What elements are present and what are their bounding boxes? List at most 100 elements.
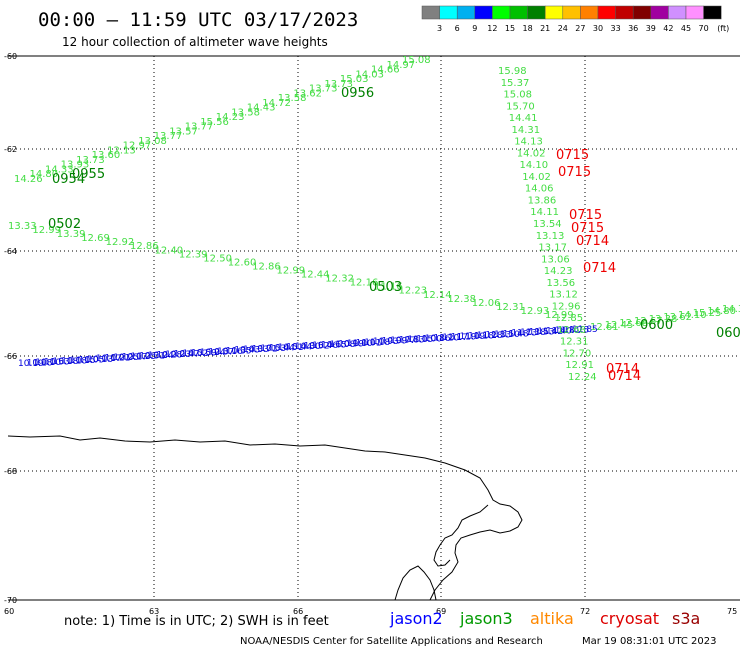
swh-value: 10.19 xyxy=(18,359,44,369)
swh-value: 10.65 xyxy=(321,340,347,350)
swh-value: 10.16 xyxy=(217,347,243,357)
track-d-values: 15.9815.3715.0815.7014.4114.3114.1314.02… xyxy=(498,66,597,383)
swh-value: 10.30 xyxy=(295,342,321,352)
swh-value: 10.13 xyxy=(87,355,113,365)
swh-value: 12.16 xyxy=(350,278,379,289)
colorbar-swatch xyxy=(474,5,493,20)
lat-label: -70 xyxy=(4,596,17,605)
legend-s3a: s3a xyxy=(672,609,700,628)
legend-altika: altika xyxy=(530,609,574,628)
swh-value: 10.31 xyxy=(139,352,165,362)
swh-value: 10.52 xyxy=(183,349,209,359)
swh-value: 14.03 xyxy=(355,69,384,80)
swh-value: 10.51 xyxy=(278,343,304,353)
track-a-values: 15.0814.9714.6614.0315.0313.7313.7313.62… xyxy=(14,55,431,185)
colorbar-label: 27 xyxy=(575,24,585,33)
swh-value: 10.59 xyxy=(191,348,217,358)
colorbar-label: 12 xyxy=(487,24,497,33)
swh-value: 12.39 xyxy=(179,249,208,260)
swh-value: 12.70 xyxy=(563,349,592,360)
footer-credit: NOAA/NESDIS Center for Satellite Applica… xyxy=(240,636,543,647)
colorbar-swatch xyxy=(421,5,440,20)
swh-value: 11.01 xyxy=(356,338,382,348)
legend-jason2: jason2 xyxy=(389,609,443,628)
swh-value: 14.66 xyxy=(371,65,400,76)
swh-value: 12.68 xyxy=(619,318,648,329)
colorbar-swatch xyxy=(632,5,652,20)
swh-value: 14.23 xyxy=(216,112,245,123)
swh-value: 10.17 xyxy=(122,353,148,363)
swh-value: 14.80 xyxy=(30,169,59,180)
swh-value: 14.13 xyxy=(514,137,543,148)
colorbar-swatch xyxy=(685,5,704,20)
swh-value: 10.15 xyxy=(70,356,96,366)
track-c-values: 12.6112.4512.6812.6713.3813.6214.1015.25… xyxy=(590,304,740,333)
track-b-values: 13.3312.9913.3912.6912.9212.8612.4012.39… xyxy=(8,221,574,321)
swh-value: 10.83 xyxy=(399,336,425,346)
swh-value: 15.25 xyxy=(693,308,722,319)
swh-value: 10.21 xyxy=(105,354,131,364)
lat-label: -64 xyxy=(4,247,17,256)
legend-jason3: jason3 xyxy=(459,609,513,628)
lat-label: -68 xyxy=(4,467,17,476)
swh-value: 11.40 xyxy=(546,327,572,337)
colorbar-label: 33 xyxy=(611,24,621,33)
swh-value: 12.24 xyxy=(568,372,597,383)
colorbar-swatch xyxy=(544,5,564,20)
footer-timestamp: Mar 19 08:31:01 UTC 2023 xyxy=(582,636,717,647)
pass-time-label: 0714 xyxy=(606,362,639,377)
swh-value: 11.42 xyxy=(537,327,563,337)
satellite-legend: jason2 jason3 altika cryosat s3a xyxy=(389,609,700,628)
swh-value: 10.99 xyxy=(382,337,408,347)
colorbar-label: 15 xyxy=(505,24,515,33)
swh-value: 11.50 xyxy=(494,330,520,340)
swh-value: 13.73 xyxy=(76,155,105,166)
swh-value: 10.44 xyxy=(269,344,295,354)
lat-label: -60 xyxy=(4,52,17,61)
swh-value: 13.06 xyxy=(541,254,570,265)
swh-value: 13.12 xyxy=(549,290,578,301)
swh-value: 10.17 xyxy=(96,354,122,364)
swh-value: 13.77 xyxy=(185,122,214,133)
swh-value: 12.60 xyxy=(228,257,257,268)
swh-value: 10.28 xyxy=(157,351,183,361)
swh-value: 12.91 xyxy=(565,360,594,371)
swh-value: 13.54 xyxy=(533,219,562,230)
colorbar-label: 42 xyxy=(663,24,673,33)
swh-value: 12.31 xyxy=(560,337,589,348)
colorbar-label: 70 xyxy=(699,24,709,33)
swh-value: 10.44 xyxy=(286,343,312,353)
swh-value: 14.43 xyxy=(247,103,276,114)
swh-value: 12.06 xyxy=(472,298,501,309)
swh-value: 11.53 xyxy=(529,328,555,338)
swh-value: 12.97 xyxy=(123,141,152,152)
pass-time-label: 0715 xyxy=(571,221,604,236)
swh-value: 12.13 xyxy=(107,145,136,156)
coastline xyxy=(7,435,523,601)
swh-value: 10.25 xyxy=(113,353,139,363)
pass-time-label: 060 xyxy=(716,326,740,341)
swh-value: 11.85 xyxy=(572,325,598,335)
swh-value: 14.33 xyxy=(45,165,74,176)
swh-value: 13.38 xyxy=(649,314,678,325)
swh-value: 12.85 xyxy=(555,313,584,324)
colorbar-swatch xyxy=(527,5,546,20)
lat-label: -62 xyxy=(4,145,17,154)
swh-value: 10.33 xyxy=(243,345,269,355)
swh-value: 13.73 xyxy=(309,84,338,95)
pass-time-label: 0714 xyxy=(608,369,641,384)
swh-value: 13.39 xyxy=(57,229,86,240)
swh-value: 13.93 xyxy=(61,160,90,171)
colorbar-label: 36 xyxy=(628,24,638,33)
swh-value: 13.58 xyxy=(278,93,307,104)
swh-value: 11.28 xyxy=(477,331,503,341)
colorbar-swatch xyxy=(492,5,511,20)
swh-value: 11.17 xyxy=(442,333,468,343)
swh-value: 10.18 xyxy=(61,356,87,366)
swh-value: 13.62 xyxy=(293,88,322,99)
header-title: 00:00 – 11:59 UTC 03/17/2023 xyxy=(38,9,358,31)
lon-label: 66 xyxy=(293,607,303,616)
swh-value: 11.16 xyxy=(374,282,403,293)
grid-lines xyxy=(8,56,740,600)
swh-value: 13.62 xyxy=(663,312,692,323)
